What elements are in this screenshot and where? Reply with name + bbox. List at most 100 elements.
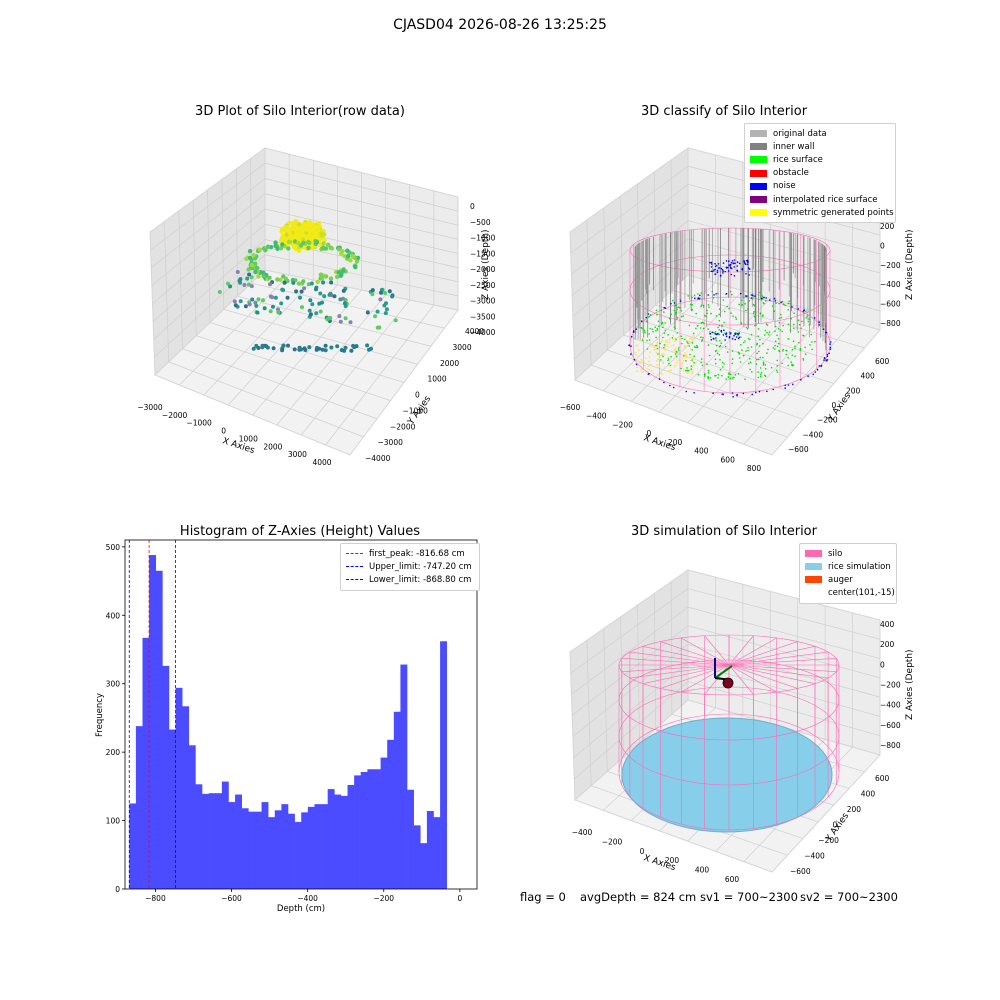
plot2-rice-point	[798, 323, 801, 326]
plot2-x-tick-label: 0	[647, 429, 652, 438]
plot4-y-tick-label: −200	[818, 836, 839, 845]
plot2-symmetric-point	[636, 370, 639, 373]
plot2-rice-point	[764, 334, 766, 336]
silo-spoke	[728, 664, 829, 679]
plot1-point	[256, 346, 261, 350]
plot2-symmetric-point	[652, 372, 655, 375]
histogram-frame	[124, 539, 478, 890]
plot1-point	[328, 276, 334, 281]
plot1-z-tick-label: −500	[470, 218, 491, 227]
plot2-rice-point	[759, 367, 762, 369]
grid-line	[574, 256, 689, 360]
plot4-auger	[714, 658, 734, 689]
plot2-rice-point	[702, 327, 705, 330]
plot2-rice-point	[711, 290, 714, 293]
plot2-z-tick-label: 200	[880, 222, 895, 231]
plot2-rice-point	[712, 297, 715, 299]
grid-line	[573, 662, 689, 758]
plot2-noise-point	[710, 266, 713, 268]
plot2-symmetric-point	[646, 367, 649, 370]
legend-swatch	[805, 550, 822, 558]
grid-line	[687, 625, 881, 679]
silo-spoke	[728, 646, 816, 666]
silo-spoke	[629, 651, 730, 666]
plot2-rice-point	[788, 300, 790, 303]
histogram-bar	[228, 802, 236, 889]
plot2-rice-point	[770, 366, 773, 369]
plot2-rice-point	[759, 338, 761, 341]
grid-line	[252, 289, 362, 416]
plot2-rice-point	[701, 364, 704, 367]
plot2-rice-point	[709, 331, 711, 333]
plot2-rice-point	[693, 355, 696, 358]
plot2-noise-point	[630, 353, 632, 355]
plot2-symmetric-point	[648, 356, 651, 358]
plot2-noise-point	[715, 293, 717, 295]
plot2-rice-point	[778, 350, 781, 353]
plot2-rice-point	[745, 309, 747, 312]
plot2-rice-point	[762, 356, 764, 359]
plot2-rice-point	[688, 369, 690, 372]
plot1-point	[337, 314, 342, 319]
plot2-noise-point	[632, 330, 635, 332]
plot1-point	[365, 310, 370, 315]
plot2-symmetric-point	[648, 360, 650, 363]
plot2-rice-point	[775, 369, 778, 372]
plot1-point	[289, 227, 294, 232]
plot2-rice-point	[799, 347, 802, 350]
histogram-bar	[149, 555, 157, 889]
plot2-rice-point	[656, 347, 659, 350]
plot2-rice-point	[776, 365, 779, 367]
plot2-rice-point	[674, 313, 676, 316]
plot2-rice-point	[766, 324, 769, 326]
plot2-symmetric-point	[635, 353, 637, 356]
plot2-noise-point	[829, 341, 832, 343]
plot2-symmetric-point	[684, 351, 687, 354]
y-tick-label: 300	[106, 680, 121, 689]
plot2-noise-point	[755, 391, 757, 394]
plot2-rice-point	[801, 320, 803, 323]
plot2-rice-point	[778, 342, 780, 345]
plot1-point	[287, 231, 293, 237]
plot2-rice-point	[774, 348, 776, 350]
plot1-point	[350, 254, 355, 259]
legend-swatch	[805, 576, 822, 584]
plot2-noise-point	[717, 263, 720, 265]
grid-line	[687, 643, 881, 698]
plot2-noise-point	[724, 339, 726, 341]
plot2-rice-point	[805, 310, 807, 312]
plot2-rice-point	[792, 340, 795, 343]
plot1-point	[293, 278, 298, 283]
plot2-rice-point	[774, 344, 776, 347]
legend-item: inner wall	[750, 140, 890, 153]
plot4-x-tick-label: −400	[572, 828, 593, 837]
plot2-y-tick-label: 600	[875, 357, 890, 366]
plot2-symmetric-point	[689, 359, 692, 362]
plot2-symmetric-point	[648, 365, 650, 367]
plot2-noise-point	[725, 332, 728, 335]
plot1-point	[302, 346, 307, 351]
plot1-point	[321, 280, 326, 285]
plot2-noise-point	[738, 336, 741, 339]
histogram-bar	[407, 789, 414, 889]
plot2-symmetric-point	[684, 336, 687, 339]
plot2-rice-point	[733, 376, 735, 379]
plot2-rice-point	[708, 306, 710, 308]
silo-spoke	[728, 664, 816, 684]
legend-swatch	[750, 143, 767, 151]
plot2-rice-point	[801, 310, 804, 313]
plot2-rice-point	[749, 368, 751, 371]
plot2-rice-point	[707, 376, 709, 378]
plot2-rice-point	[667, 358, 670, 360]
plot2-rice-point	[808, 324, 811, 326]
plot2-symmetric-point	[672, 351, 675, 354]
plot1-point	[338, 273, 343, 278]
plot2-rice-point	[787, 309, 790, 311]
plot2-noise-point	[744, 295, 747, 297]
plot2-noise-point	[787, 384, 790, 386]
grid-line	[653, 593, 657, 729]
plot2-rice-point	[721, 324, 723, 327]
silo-spoke	[704, 635, 730, 666]
y-tick-label: 500	[106, 543, 121, 552]
plot2-symmetric-point	[637, 349, 640, 352]
